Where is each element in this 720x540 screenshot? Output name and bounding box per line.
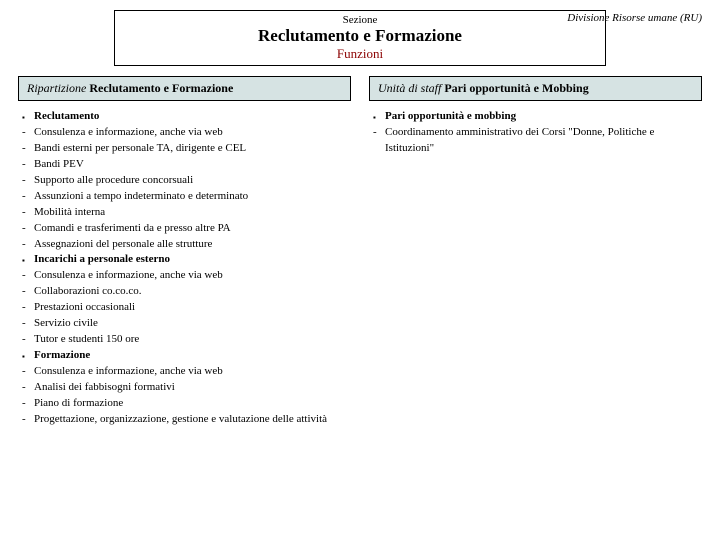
- list-item: -Bandi esterni per personale TA, dirigen…: [20, 141, 351, 157]
- bullet-icon: ▪: [20, 109, 34, 124]
- list-item: -Analisi dei fabbisogni formativi: [20, 380, 351, 396]
- list-item: -Consulenza e informazione, anche via we…: [20, 125, 351, 141]
- list-item: -Consulenza e informazione, anche via we…: [20, 364, 351, 380]
- list-item: -Collaborazioni co.co.co.: [20, 284, 351, 300]
- list-item-text: Consulenza e informazione, anche via web: [34, 268, 223, 284]
- dash-icon: -: [20, 173, 34, 189]
- dash-icon: -: [20, 396, 34, 412]
- right-column-header: Unità di staff Pari opportunità e Mobbin…: [369, 76, 702, 101]
- list-item-text: Servizio civile: [34, 316, 98, 332]
- bullet-icon: ▪: [20, 252, 34, 267]
- dash-icon: -: [20, 125, 34, 141]
- bullet-icon: ▪: [371, 109, 385, 124]
- dash-icon: -: [20, 141, 34, 157]
- right-list: ▪Pari opportunità e mobbing-Coordinament…: [369, 109, 702, 157]
- list-item-text: Analisi dei fabbisogni formativi: [34, 380, 175, 396]
- dash-icon: -: [20, 205, 34, 221]
- list-item-text: Prestazioni occasionali: [34, 300, 135, 316]
- list-item: -Consulenza e informazione, anche via we…: [20, 268, 351, 284]
- list-item-text: Bandi esterni per personale TA, dirigent…: [34, 141, 246, 157]
- left-list: ▪Reclutamento-Consulenza e informazione,…: [18, 109, 351, 428]
- list-item: -Tutor e studenti 150 ore: [20, 332, 351, 348]
- right-title-prefix: Unità di staff: [378, 81, 444, 95]
- list-item-text: Pari opportunità e mobbing: [385, 109, 516, 125]
- header-box: Sezione Reclutamento e Formazione Funzio…: [114, 10, 606, 66]
- list-item-text: Consulenza e informazione, anche via web: [34, 125, 223, 141]
- list-item-text: Coordinamento amministrativo dei Corsi "…: [385, 125, 702, 157]
- left-title-bold: Reclutamento e Formazione: [89, 81, 233, 95]
- list-item: -Coordinamento amministrativo dei Corsi …: [371, 125, 702, 157]
- dash-icon: -: [20, 412, 34, 428]
- dash-icon: -: [20, 316, 34, 332]
- dash-icon: -: [371, 125, 385, 141]
- list-item: ▪Pari opportunità e mobbing: [371, 109, 702, 125]
- list-item: -Assunzioni a tempo indeterminato e dete…: [20, 189, 351, 205]
- list-item-text: Assunzioni a tempo indeterminato e deter…: [34, 189, 248, 205]
- dash-icon: -: [20, 268, 34, 284]
- left-title-prefix: Ripartizione: [27, 81, 89, 95]
- list-item-text: Comandi e trasferimenti da e presso altr…: [34, 221, 231, 237]
- dash-icon: -: [20, 221, 34, 237]
- dash-icon: -: [20, 237, 34, 253]
- list-item-text: Piano di formazione: [34, 396, 123, 412]
- right-column: Unità di staff Pari opportunità e Mobbin…: [369, 76, 702, 428]
- list-item: -Assegnazioni del personale alle struttu…: [20, 237, 351, 253]
- dash-icon: -: [20, 380, 34, 396]
- header-supr: Sezione: [121, 14, 599, 26]
- list-item-text: Formazione: [34, 348, 90, 364]
- list-item-text: Reclutamento: [34, 109, 99, 125]
- list-item-text: Supporto alle procedure concorsuali: [34, 173, 193, 189]
- dash-icon: -: [20, 332, 34, 348]
- dash-icon: -: [20, 157, 34, 173]
- list-item: ▪Formazione: [20, 348, 351, 364]
- list-item: -Progettazione, organizzazione, gestione…: [20, 412, 351, 428]
- division-label: Divisione Risorse umane (RU): [567, 12, 702, 24]
- list-item-text: Collaborazioni co.co.co.: [34, 284, 142, 300]
- list-item: -Piano di formazione: [20, 396, 351, 412]
- dash-icon: -: [20, 189, 34, 205]
- header-main: Reclutamento e Formazione: [121, 26, 599, 46]
- list-item-text: Progettazione, organizzazione, gestione …: [34, 412, 327, 428]
- list-item: -Comandi e trasferimenti da e presso alt…: [20, 221, 351, 237]
- list-item-text: Mobilità interna: [34, 205, 105, 221]
- header-sub: Funzioni: [121, 46, 599, 62]
- list-item: -Prestazioni occasionali: [20, 300, 351, 316]
- columns: Ripartizione Reclutamento e Formazione ▪…: [18, 76, 702, 428]
- left-column: Ripartizione Reclutamento e Formazione ▪…: [18, 76, 351, 428]
- dash-icon: -: [20, 284, 34, 300]
- list-item: -Mobilità interna: [20, 205, 351, 221]
- dash-icon: -: [20, 364, 34, 380]
- list-item: -Bandi PEV: [20, 157, 351, 173]
- list-item: -Supporto alle procedure concorsuali: [20, 173, 351, 189]
- list-item: ▪Incarichi a personale esterno: [20, 252, 351, 268]
- list-item-text: Incarichi a personale esterno: [34, 252, 170, 268]
- right-title-bold: Pari opportunità e Mobbing: [444, 81, 588, 95]
- dash-icon: -: [20, 300, 34, 316]
- left-column-header: Ripartizione Reclutamento e Formazione: [18, 76, 351, 101]
- list-item-text: Bandi PEV: [34, 157, 84, 173]
- list-item: ▪Reclutamento: [20, 109, 351, 125]
- list-item: -Servizio civile: [20, 316, 351, 332]
- bullet-icon: ▪: [20, 348, 34, 363]
- list-item-text: Tutor e studenti 150 ore: [34, 332, 139, 348]
- list-item-text: Assegnazioni del personale alle struttur…: [34, 237, 212, 253]
- list-item-text: Consulenza e informazione, anche via web: [34, 364, 223, 380]
